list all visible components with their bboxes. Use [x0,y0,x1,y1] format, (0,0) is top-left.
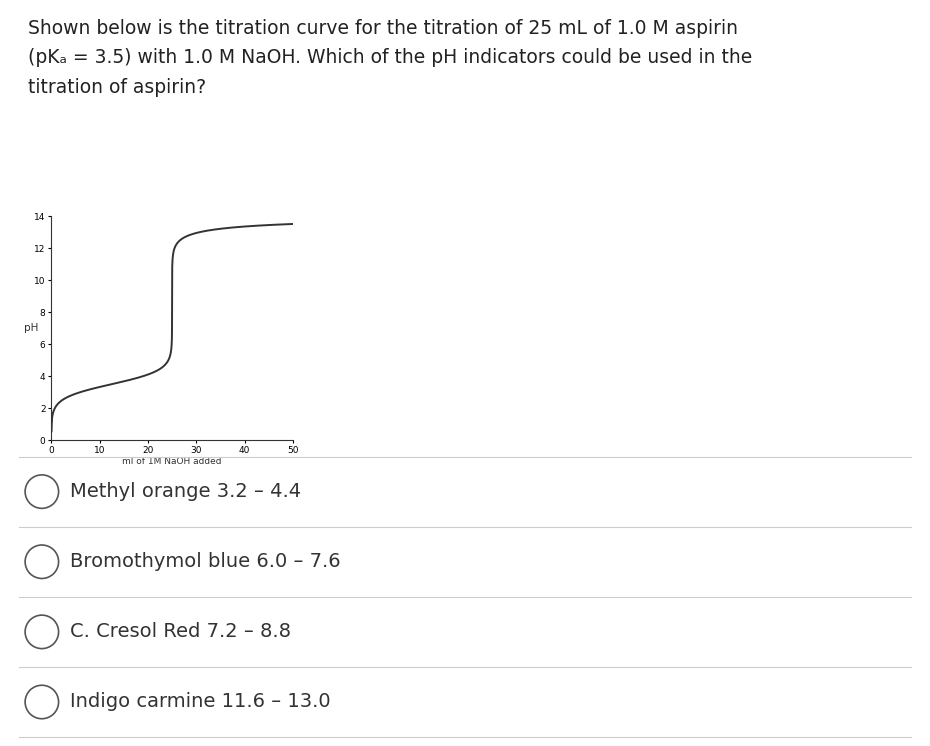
X-axis label: ml of 1M NaOH added: ml of 1M NaOH added [123,457,221,466]
Text: titration of aspirin?: titration of aspirin? [28,78,206,97]
Y-axis label: pH: pH [24,323,38,333]
Text: (pKₐ = 3.5) with 1.0 M NaOH. Which of the pH indicators could be used in the: (pKₐ = 3.5) with 1.0 M NaOH. Which of th… [28,48,752,67]
Text: C. Cresol Red 7.2 – 8.8: C. Cresol Red 7.2 – 8.8 [70,622,291,642]
Text: Bromothymol blue 6.0 – 7.6: Bromothymol blue 6.0 – 7.6 [70,552,340,571]
Text: Methyl orange 3.2 – 4.4: Methyl orange 3.2 – 4.4 [70,482,301,501]
Text: Indigo carmine 11.6 – 13.0: Indigo carmine 11.6 – 13.0 [70,692,330,712]
Text: Shown below is the titration curve for the titration of 25 mL of 1.0 M aspirin: Shown below is the titration curve for t… [28,19,737,37]
